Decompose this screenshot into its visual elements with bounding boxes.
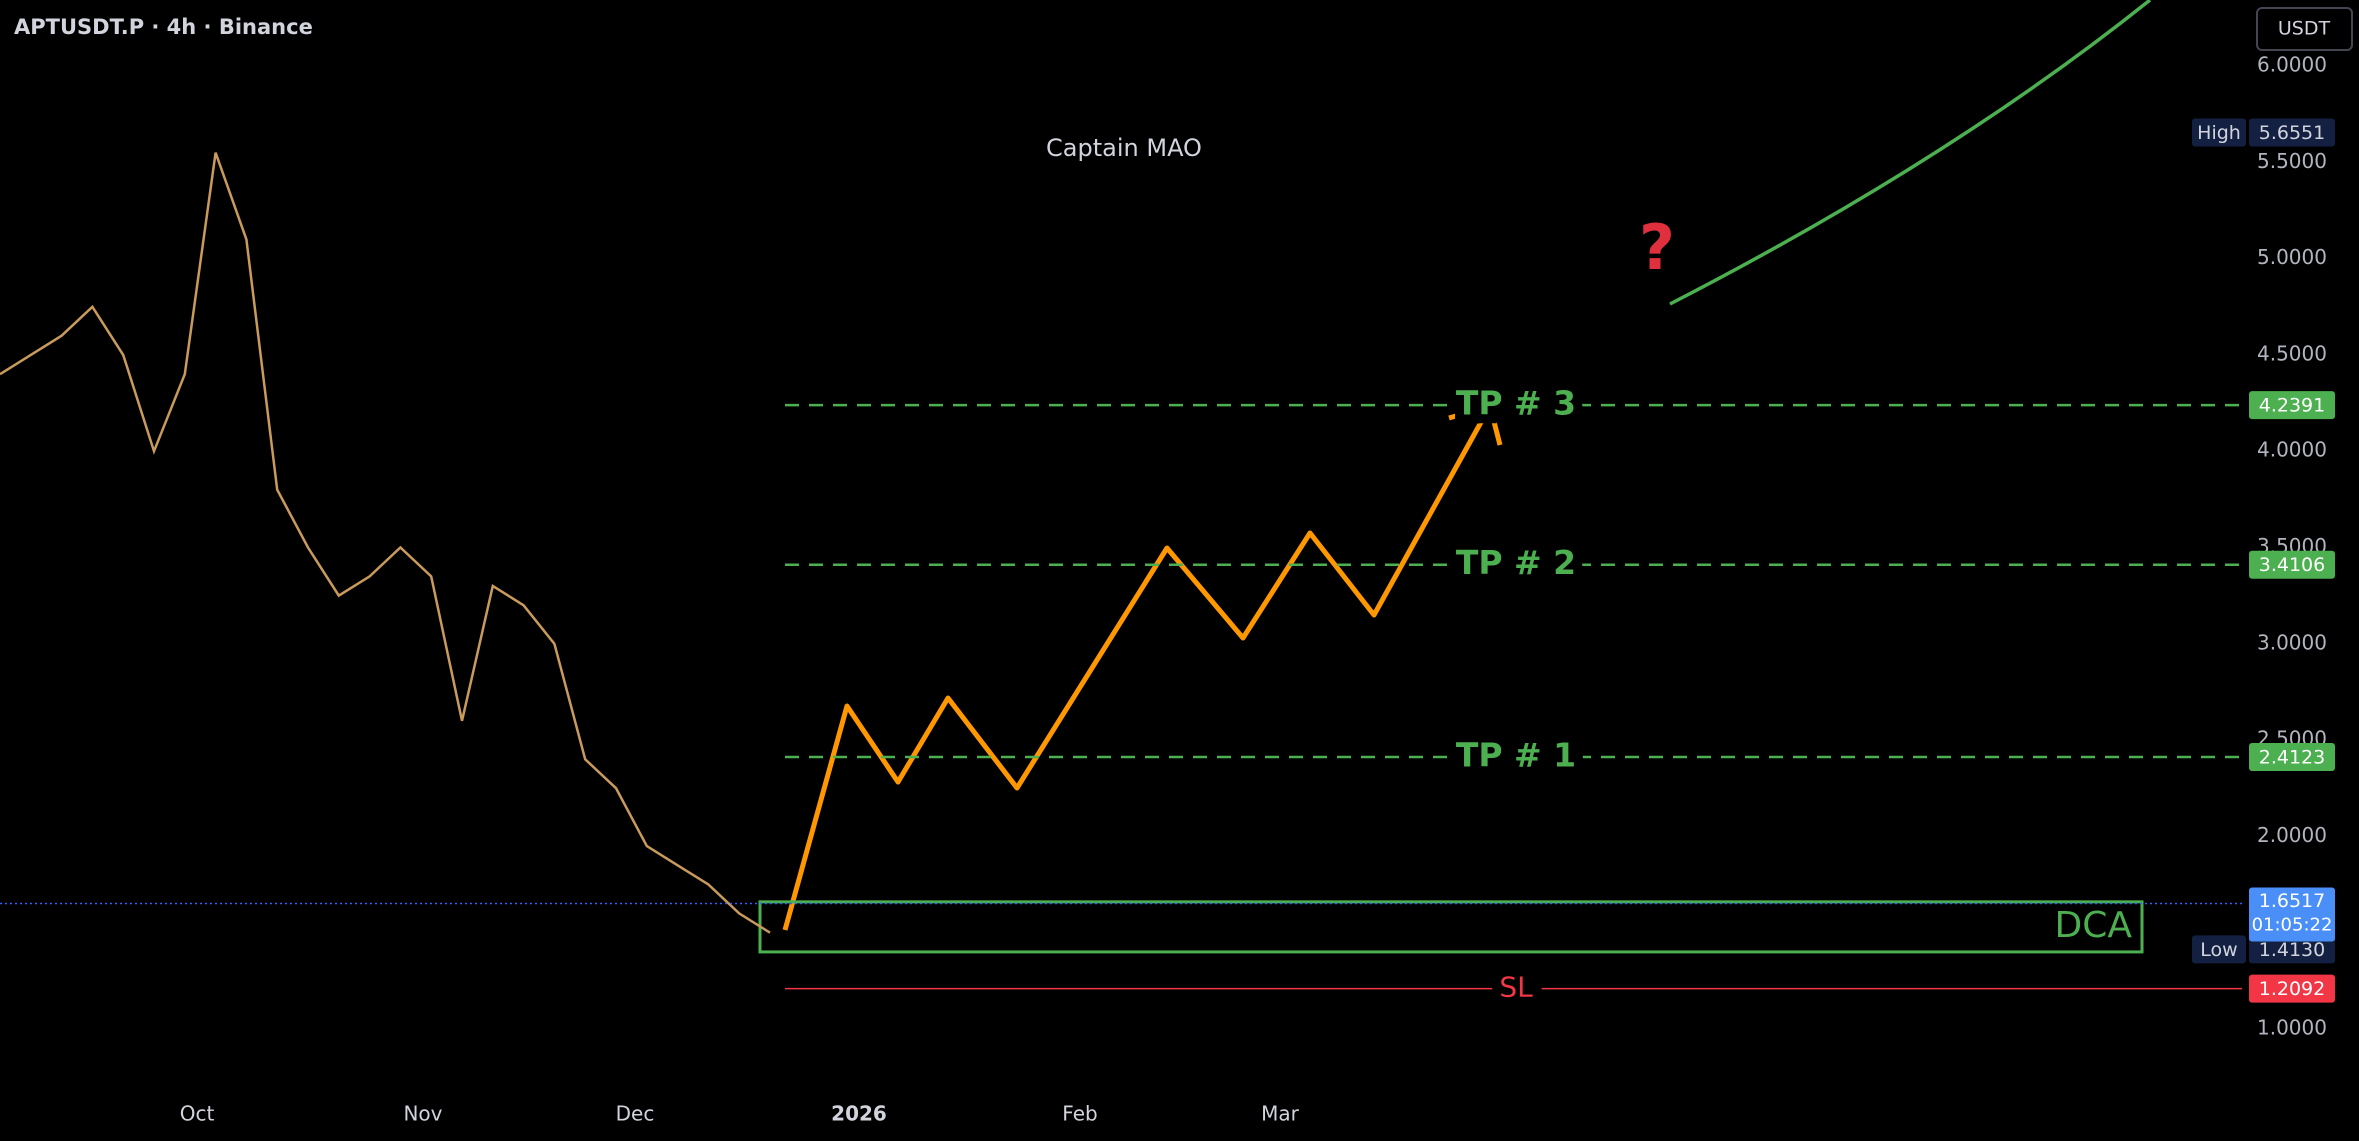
currency-label[interactable]: USDT — [2278, 18, 2331, 40]
y-tick-label: 5.5000 — [2257, 149, 2327, 173]
question-mark: ? — [1639, 211, 1675, 284]
watermark: Captain MAO — [1046, 134, 1202, 162]
level-price-label: 3.4106 — [2259, 554, 2325, 576]
y-tick-label: 4.0000 — [2257, 438, 2327, 462]
symbol-title: APTUSDT.P · 4h · Binance — [14, 15, 313, 39]
y-tick-label: 1.0000 — [2257, 1015, 2327, 1039]
x-tick-label: Nov — [403, 1102, 442, 1126]
x-tick-label: Dec — [616, 1102, 655, 1126]
level-price-box — [2249, 391, 2335, 420]
low-price-box — [2249, 935, 2335, 964]
high-price: 5.6551 — [2259, 122, 2325, 144]
high-name: High — [2197, 122, 2241, 144]
x-tick-label: Oct — [180, 1102, 215, 1126]
level-label: TP # 3 — [1456, 384, 1576, 423]
y-tick-label: 2.0000 — [2257, 823, 2327, 847]
high-name-box — [2192, 118, 2246, 147]
y-tick-label: 6.0000 — [2257, 53, 2327, 77]
y-tick-label: 4.5000 — [2257, 341, 2327, 365]
level-label: TP # 1 — [1456, 735, 1576, 774]
level-label: TP # 2 — [1456, 543, 1576, 582]
last-price: 1.6517 — [2259, 890, 2325, 912]
level-price-label: 2.4123 — [2259, 746, 2325, 768]
y-tick-label: 5.0000 — [2257, 245, 2327, 269]
currency-button[interactable] — [2256, 7, 2353, 51]
high-price-box — [2249, 118, 2335, 147]
price-line — [0, 152, 771, 934]
low-name-box — [2192, 935, 2246, 964]
y-tick-label: 3.0000 — [2257, 630, 2327, 654]
level-label: SL — [1499, 971, 1533, 1004]
level-price-box — [2249, 742, 2335, 771]
low-price: 1.4130 — [2259, 939, 2325, 961]
last-price-box — [2249, 887, 2335, 942]
level-price-label: 4.2391 — [2259, 395, 2325, 417]
level-price-box — [2249, 550, 2335, 579]
projection-path — [782, 404, 1493, 931]
green-curve — [1669, 0, 2152, 306]
x-tick-label: Feb — [1062, 1102, 1097, 1126]
x-tick-label: 2026 — [831, 1102, 887, 1126]
x-tick-label: Mar — [1261, 1102, 1300, 1126]
low-name: Low — [2200, 939, 2237, 961]
level-price-label: 1.2092 — [2259, 978, 2325, 1000]
level-price-box — [2249, 974, 2335, 1003]
dca-label: DCA — [2055, 905, 2133, 946]
countdown: 01:05:22 — [2252, 914, 2333, 935]
